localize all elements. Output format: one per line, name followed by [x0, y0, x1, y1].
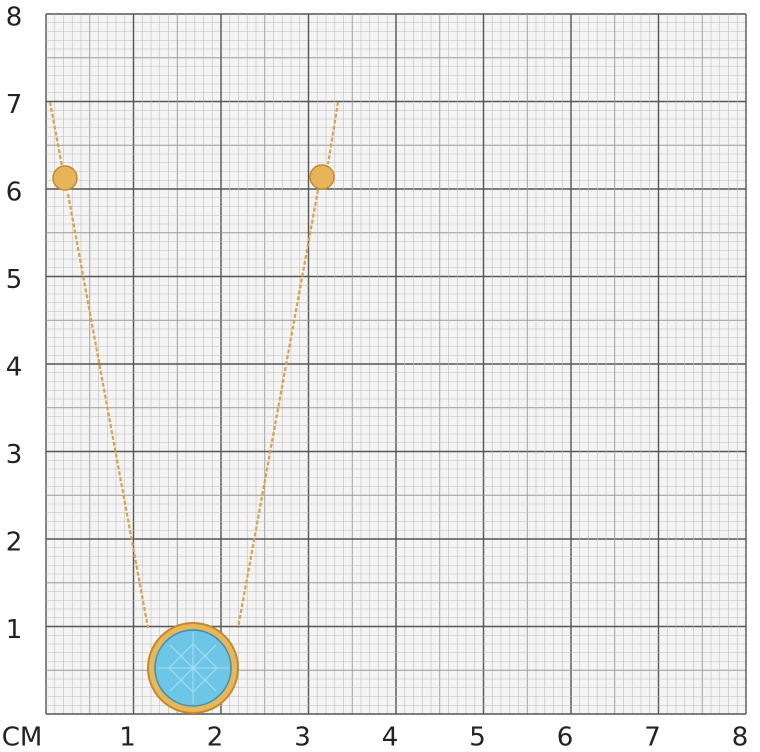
chain-left: [66, 193, 150, 629]
y-label: 1: [6, 615, 23, 645]
grid: [45, 13, 747, 715]
bead-left: [52, 165, 78, 191]
chain: [48, 101, 340, 629]
x-label: 2: [207, 723, 224, 752]
y-label: 6: [6, 178, 23, 208]
axis-labels: 1 2 3 4 5 6 7 8 1 2 3 4 5 6 7 8: [6, 3, 749, 752]
chain-right-top: [326, 101, 340, 165]
necklace: [48, 101, 340, 714]
y-label: 3: [6, 440, 23, 470]
y-label: 5: [6, 265, 23, 295]
x-label: 8: [732, 723, 749, 752]
chain-right: [236, 189, 320, 629]
x-label: 5: [469, 723, 486, 752]
x-label: 4: [382, 723, 399, 752]
x-label: 7: [644, 723, 661, 752]
bead-right: [309, 164, 335, 190]
chain-left-top: [48, 101, 64, 167]
x-label: 6: [557, 723, 574, 752]
x-label: 1: [119, 723, 136, 752]
unit-label: СМ: [2, 723, 43, 752]
stone-facets: [157, 632, 229, 704]
y-label: 8: [6, 3, 23, 33]
x-label: 3: [294, 723, 311, 752]
y-label: 7: [6, 90, 23, 120]
y-label: 2: [6, 528, 23, 558]
y-label: 4: [6, 353, 23, 383]
